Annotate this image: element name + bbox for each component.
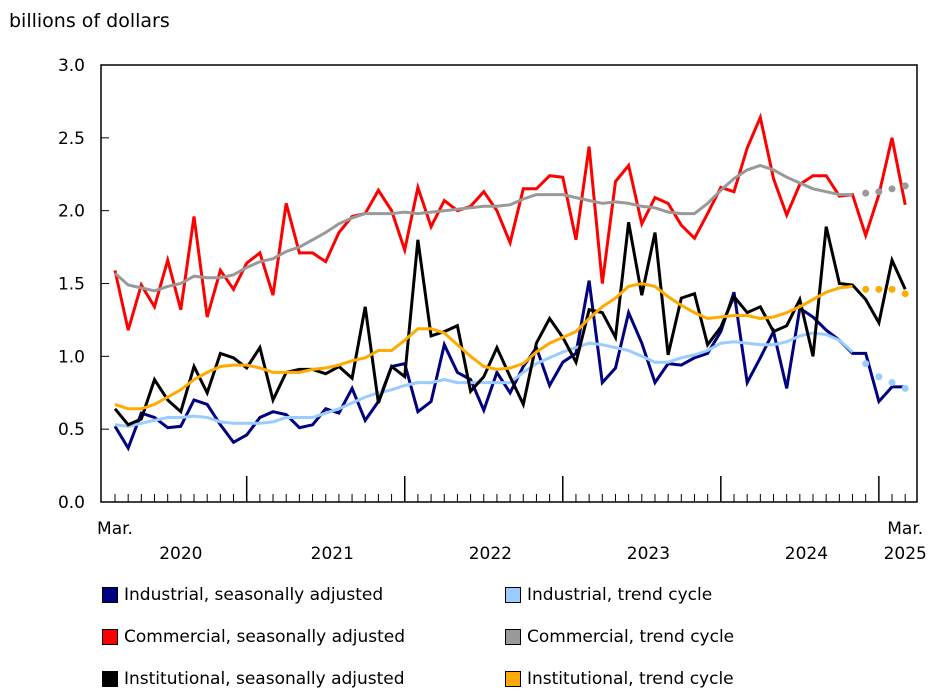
projected-point-5 [888, 285, 896, 293]
legend-label: Industrial, seasonally adjusted [124, 585, 384, 605]
projected-point-1 [875, 373, 883, 381]
y-tick-label: 3.0 [58, 56, 85, 76]
series-line-5 [114, 281, 853, 411]
legend-item: Commercial, trend cycle [505, 627, 734, 647]
legend-swatch [102, 671, 118, 687]
projected-point-3 [888, 185, 896, 193]
legend-swatch [102, 587, 118, 603]
legend-item: Institutional, seasonally adjusted [102, 669, 405, 689]
projected-point-5 [901, 290, 909, 298]
y-tick-label: 2.0 [58, 202, 85, 222]
legend-label: Institutional, trend cycle [527, 669, 734, 689]
projected-point-3 [862, 189, 870, 197]
y-tick-label: 0.5 [58, 420, 85, 440]
legend-label: Institutional, seasonally adjusted [124, 669, 405, 689]
legend-label: Industrial, trend cycle [527, 585, 713, 605]
series-line-1 [114, 331, 854, 428]
projected-point-1 [901, 384, 909, 392]
projected-point-1 [862, 360, 870, 368]
projected-point-5 [875, 285, 883, 293]
legend-item: Industrial, seasonally adjusted [102, 585, 383, 605]
legend-swatch [505, 629, 521, 645]
y-tick-label: 1.0 [58, 347, 85, 367]
legend-swatch [505, 671, 521, 687]
legend-swatch [102, 629, 118, 645]
legend-item: Industrial, trend cycle [505, 585, 712, 605]
y-tick-label: 0.0 [58, 493, 85, 513]
legend-label: Commercial, seasonally adjusted [124, 627, 406, 647]
series-line-2 [113, 112, 907, 331]
x-tick-label-year: 2021 [311, 544, 354, 564]
series-line-3 [114, 163, 853, 293]
legend-label: Commercial, trend cycle [527, 627, 735, 647]
y-tick-label: 1.5 [58, 275, 85, 295]
x-tick-label-year: 2020 [159, 544, 202, 564]
legend-item: Commercial, seasonally adjusted [102, 627, 405, 647]
projected-point-5 [862, 285, 870, 293]
legend-swatch [505, 587, 521, 603]
x-tick-label-year: 2024 [785, 544, 828, 564]
legend-item: Institutional, trend cycle [505, 669, 734, 689]
x-tick-label-year: 2023 [627, 544, 670, 564]
projected-point-1 [888, 379, 896, 387]
y-tick-label: 2.5 [58, 129, 85, 149]
y-axis-label: billions of dollars [9, 10, 170, 32]
x-tick-label-year: 2025 [884, 544, 927, 564]
x-tick-label-start-month: Mar. [97, 519, 133, 539]
x-tick-label-year: 2022 [469, 544, 512, 564]
plot-frame [100, 64, 918, 503]
x-tick-label-end-month: Mar. [887, 519, 923, 539]
series-line-4 [113, 222, 907, 427]
projected-point-3 [901, 182, 909, 190]
projected-point-3 [875, 188, 883, 196]
